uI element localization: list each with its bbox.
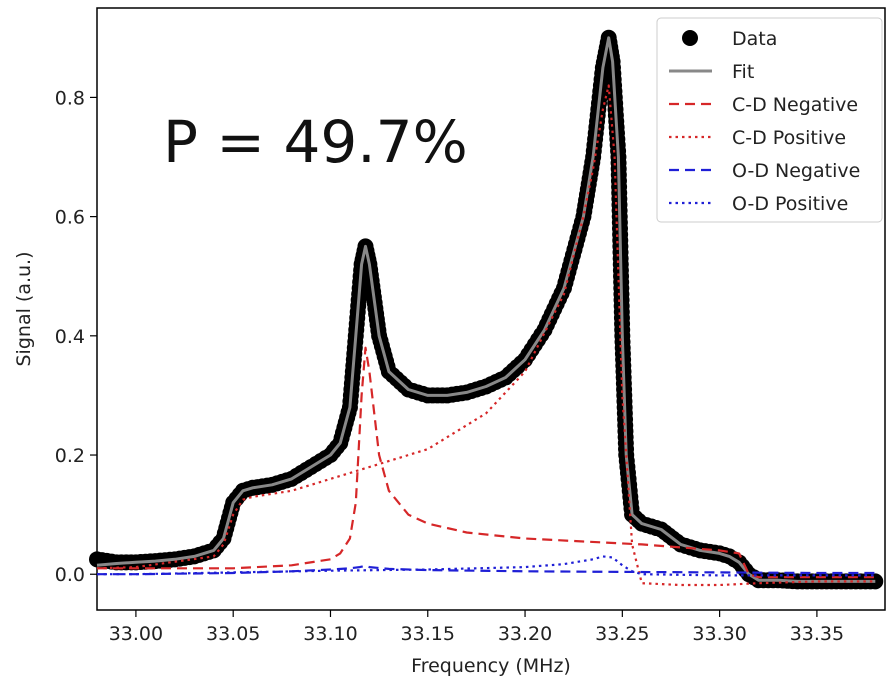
legend: Data Fit C-D Negative C-D Positive O-D Negat…: [656, 17, 883, 223]
series-fit-line: [96, 36, 876, 583]
legend-swatch-data: [682, 30, 698, 46]
legend-label-o-d-positive: O-D Positive: [732, 193, 848, 215]
series-c-d-negative-line: [97, 346, 876, 579]
legend-label-c-d-positive: C-D Positive: [732, 127, 846, 149]
y-tick-label: 0.0: [55, 564, 85, 586]
series-c-d-positive-line: [96, 84, 876, 587]
y-axis-ticks: 0.0 0.2 0.4 0.6 0.8: [55, 87, 97, 586]
x-tick-label: 33.20: [498, 623, 552, 645]
legend-box: [656, 17, 883, 223]
plot-frame: [96, 7, 886, 611]
x-tick-label: 33.25: [595, 623, 649, 645]
y-tick-label: 0.2: [55, 445, 85, 467]
y-axis-label: Signal (a.u.): [13, 252, 35, 367]
polarization-annotation: P = 49.7%: [163, 108, 468, 176]
x-tick-label: 33.05: [206, 623, 260, 645]
legend-label-o-d-negative: O-D Negative: [732, 160, 860, 182]
series-o-d-positive-line: [97, 555, 876, 577]
x-axis-ticks: 33.00 33.05 33.10 33.15 33.20 33.25 33.30 33.35: [109, 610, 844, 645]
legend-label-data: Data: [732, 28, 777, 50]
x-tick-label: 33.35: [790, 623, 844, 645]
series-o-d-negative-line: [97, 564, 876, 576]
x-tick-label: 33.15: [401, 623, 455, 645]
series-layer: [89, 29, 884, 590]
legend-label-c-d-negative: C-D Negative: [732, 94, 858, 116]
x-tick-label: 33.00: [109, 623, 163, 645]
y-tick-label: 0.8: [55, 87, 85, 109]
x-tick-label: 33.10: [303, 623, 357, 645]
x-tick-label: 33.30: [692, 623, 746, 645]
legend-label-fit: Fit: [732, 61, 754, 83]
y-tick-label: 0.4: [55, 326, 85, 348]
y-tick-label: 0.6: [55, 207, 85, 229]
x-axis-label: Frequency (MHz): [411, 655, 571, 677]
